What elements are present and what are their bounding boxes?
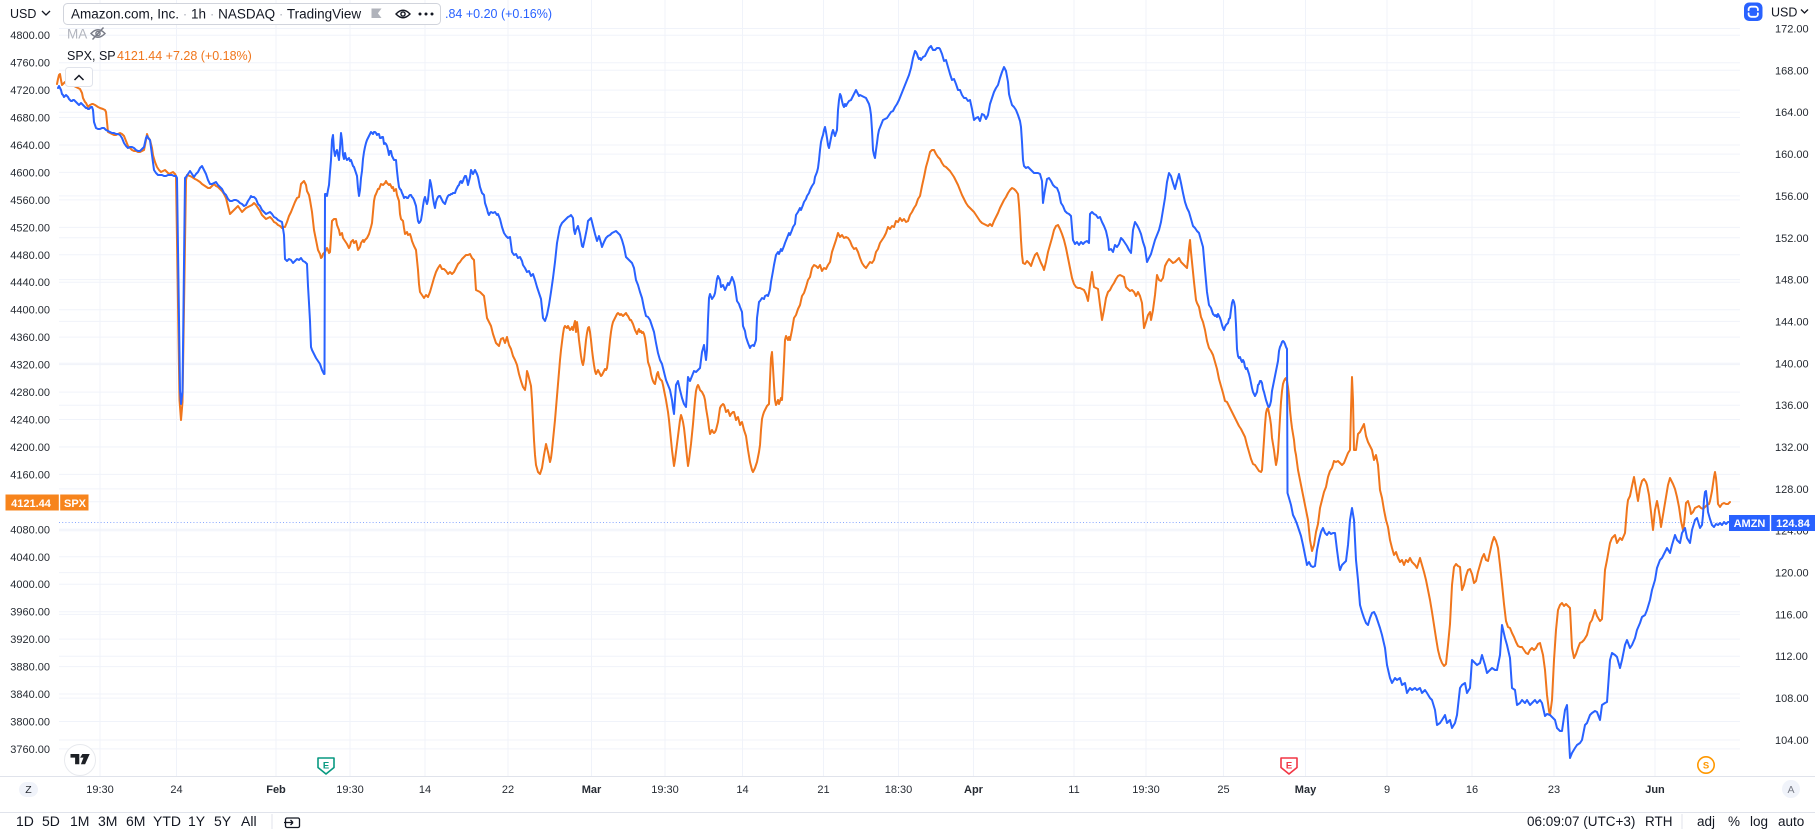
svg-text:Jun: Jun (1645, 784, 1665, 796)
svg-text:124.84: 124.84 (1776, 518, 1811, 530)
svg-text:164.00: 164.00 (1775, 107, 1809, 119)
svg-text:4200.00: 4200.00 (10, 442, 50, 454)
svg-text:11: 11 (1068, 784, 1079, 796)
svg-text:06:09:07 (UTC+3): 06:09:07 (UTC+3) (1527, 814, 1635, 829)
svg-text:25: 25 (1217, 784, 1229, 796)
svg-text:128.00: 128.00 (1775, 484, 1809, 496)
svg-text:168.00: 168.00 (1775, 65, 1809, 77)
svg-text:3760.00: 3760.00 (10, 744, 50, 756)
svg-text:MA: MA (67, 27, 87, 42)
svg-text:.84 +0.20 (+0.16%): .84 +0.20 (+0.16%) (445, 7, 552, 21)
svg-text:1D: 1D (16, 813, 34, 829)
svg-text:USD: USD (10, 7, 36, 21)
svg-text:3880.00: 3880.00 (10, 662, 50, 674)
svg-text:YTD: YTD (153, 813, 181, 829)
svg-text:RTH: RTH (1645, 814, 1673, 829)
svg-text:E: E (323, 761, 329, 772)
svg-text:19:30: 19:30 (651, 784, 679, 796)
svg-text:4240.00: 4240.00 (10, 415, 50, 427)
svg-text:5D: 5D (42, 813, 60, 829)
svg-text:4800.00: 4800.00 (10, 30, 50, 42)
svg-text:adj: adj (1697, 814, 1715, 829)
svg-text:172.00: 172.00 (1775, 24, 1809, 36)
svg-text:Feb: Feb (266, 784, 286, 796)
svg-text:4520.00: 4520.00 (10, 222, 50, 234)
svg-text:4121.44 +7.28 (+0.18%): 4121.44 +7.28 (+0.18%) (117, 49, 252, 63)
svg-text:14: 14 (736, 784, 748, 796)
svg-text:4600.00: 4600.00 (10, 167, 50, 179)
svg-text:19:30: 19:30 (1132, 784, 1160, 796)
svg-text:%: % (1728, 814, 1740, 829)
svg-text:4760.00: 4760.00 (10, 58, 50, 70)
svg-text:108.00: 108.00 (1775, 693, 1809, 705)
svg-text:136.00: 136.00 (1775, 400, 1809, 412)
svg-text:4080.00: 4080.00 (10, 524, 50, 536)
svg-text:6M: 6M (126, 813, 145, 829)
svg-text:116.00: 116.00 (1775, 609, 1808, 621)
svg-text:22: 22 (502, 784, 514, 796)
svg-text:14: 14 (419, 784, 431, 796)
svg-text:4280.00: 4280.00 (10, 387, 50, 399)
svg-text:4040.00: 4040.00 (10, 552, 50, 564)
svg-text:SPX, SP: SPX, SP (67, 49, 116, 63)
svg-text:log: log (1750, 814, 1768, 829)
svg-text:16: 16 (1466, 784, 1478, 796)
svg-text:1M: 1M (70, 813, 89, 829)
svg-text:Mar: Mar (582, 784, 602, 796)
svg-text:9: 9 (1384, 784, 1390, 796)
svg-text:4480.00: 4480.00 (10, 250, 50, 262)
svg-text:4000.00: 4000.00 (10, 579, 50, 591)
svg-text:152.00: 152.00 (1775, 233, 1809, 245)
svg-text:3960.00: 3960.00 (10, 607, 50, 619)
svg-text:5Y: 5Y (214, 813, 232, 829)
svg-text:E: E (1286, 761, 1292, 772)
svg-text:Z: Z (25, 784, 32, 796)
svg-text:156.00: 156.00 (1775, 191, 1809, 203)
svg-text:21: 21 (817, 784, 829, 796)
svg-text:1Y: 1Y (188, 813, 206, 829)
svg-text:Apr: Apr (964, 784, 984, 796)
svg-text:4640.00: 4640.00 (10, 140, 50, 152)
svg-text:132.00: 132.00 (1775, 442, 1809, 454)
svg-text:4440.00: 4440.00 (10, 277, 50, 289)
svg-text:4360.00: 4360.00 (10, 332, 50, 344)
svg-text:24: 24 (170, 784, 182, 796)
svg-text:112.00: 112.00 (1775, 651, 1808, 663)
svg-text:3840.00: 3840.00 (10, 689, 50, 701)
svg-text:160.00: 160.00 (1775, 149, 1809, 161)
svg-text:All: All (241, 813, 257, 829)
svg-text:19:30: 19:30 (86, 784, 114, 796)
svg-text:120.00: 120.00 (1775, 568, 1809, 580)
svg-text:USD: USD (1771, 6, 1797, 20)
svg-text:S: S (1703, 761, 1709, 772)
svg-text:Amazon.com, Inc. · 1h · NASDAQ: Amazon.com, Inc. · 1h · NASDAQ · Trading… (71, 7, 361, 22)
svg-text:3M: 3M (98, 813, 117, 829)
svg-text:3800.00: 3800.00 (10, 717, 50, 729)
svg-text:144.00: 144.00 (1775, 316, 1809, 328)
svg-text:4680.00: 4680.00 (10, 113, 50, 125)
svg-text:auto: auto (1778, 814, 1804, 829)
svg-text:4121.44: 4121.44 (11, 498, 52, 510)
svg-text:AMZN: AMZN (1734, 518, 1766, 530)
svg-text:SPX: SPX (64, 498, 87, 510)
svg-text:A: A (1787, 784, 1794, 796)
svg-text:4320.00: 4320.00 (10, 360, 50, 372)
svg-text:140.00: 140.00 (1775, 358, 1809, 370)
svg-text:3920.00: 3920.00 (10, 634, 50, 646)
svg-text:18:30: 18:30 (885, 784, 913, 796)
svg-text:148.00: 148.00 (1775, 275, 1809, 287)
svg-text:4560.00: 4560.00 (10, 195, 50, 207)
svg-text:May: May (1295, 784, 1317, 796)
svg-text:19:30: 19:30 (336, 784, 364, 796)
svg-text:4720.00: 4720.00 (10, 85, 50, 97)
svg-text:4160.00: 4160.00 (10, 469, 50, 481)
svg-text:23: 23 (1548, 784, 1560, 796)
svg-text:4400.00: 4400.00 (10, 305, 50, 317)
svg-text:104.00: 104.00 (1775, 735, 1809, 747)
